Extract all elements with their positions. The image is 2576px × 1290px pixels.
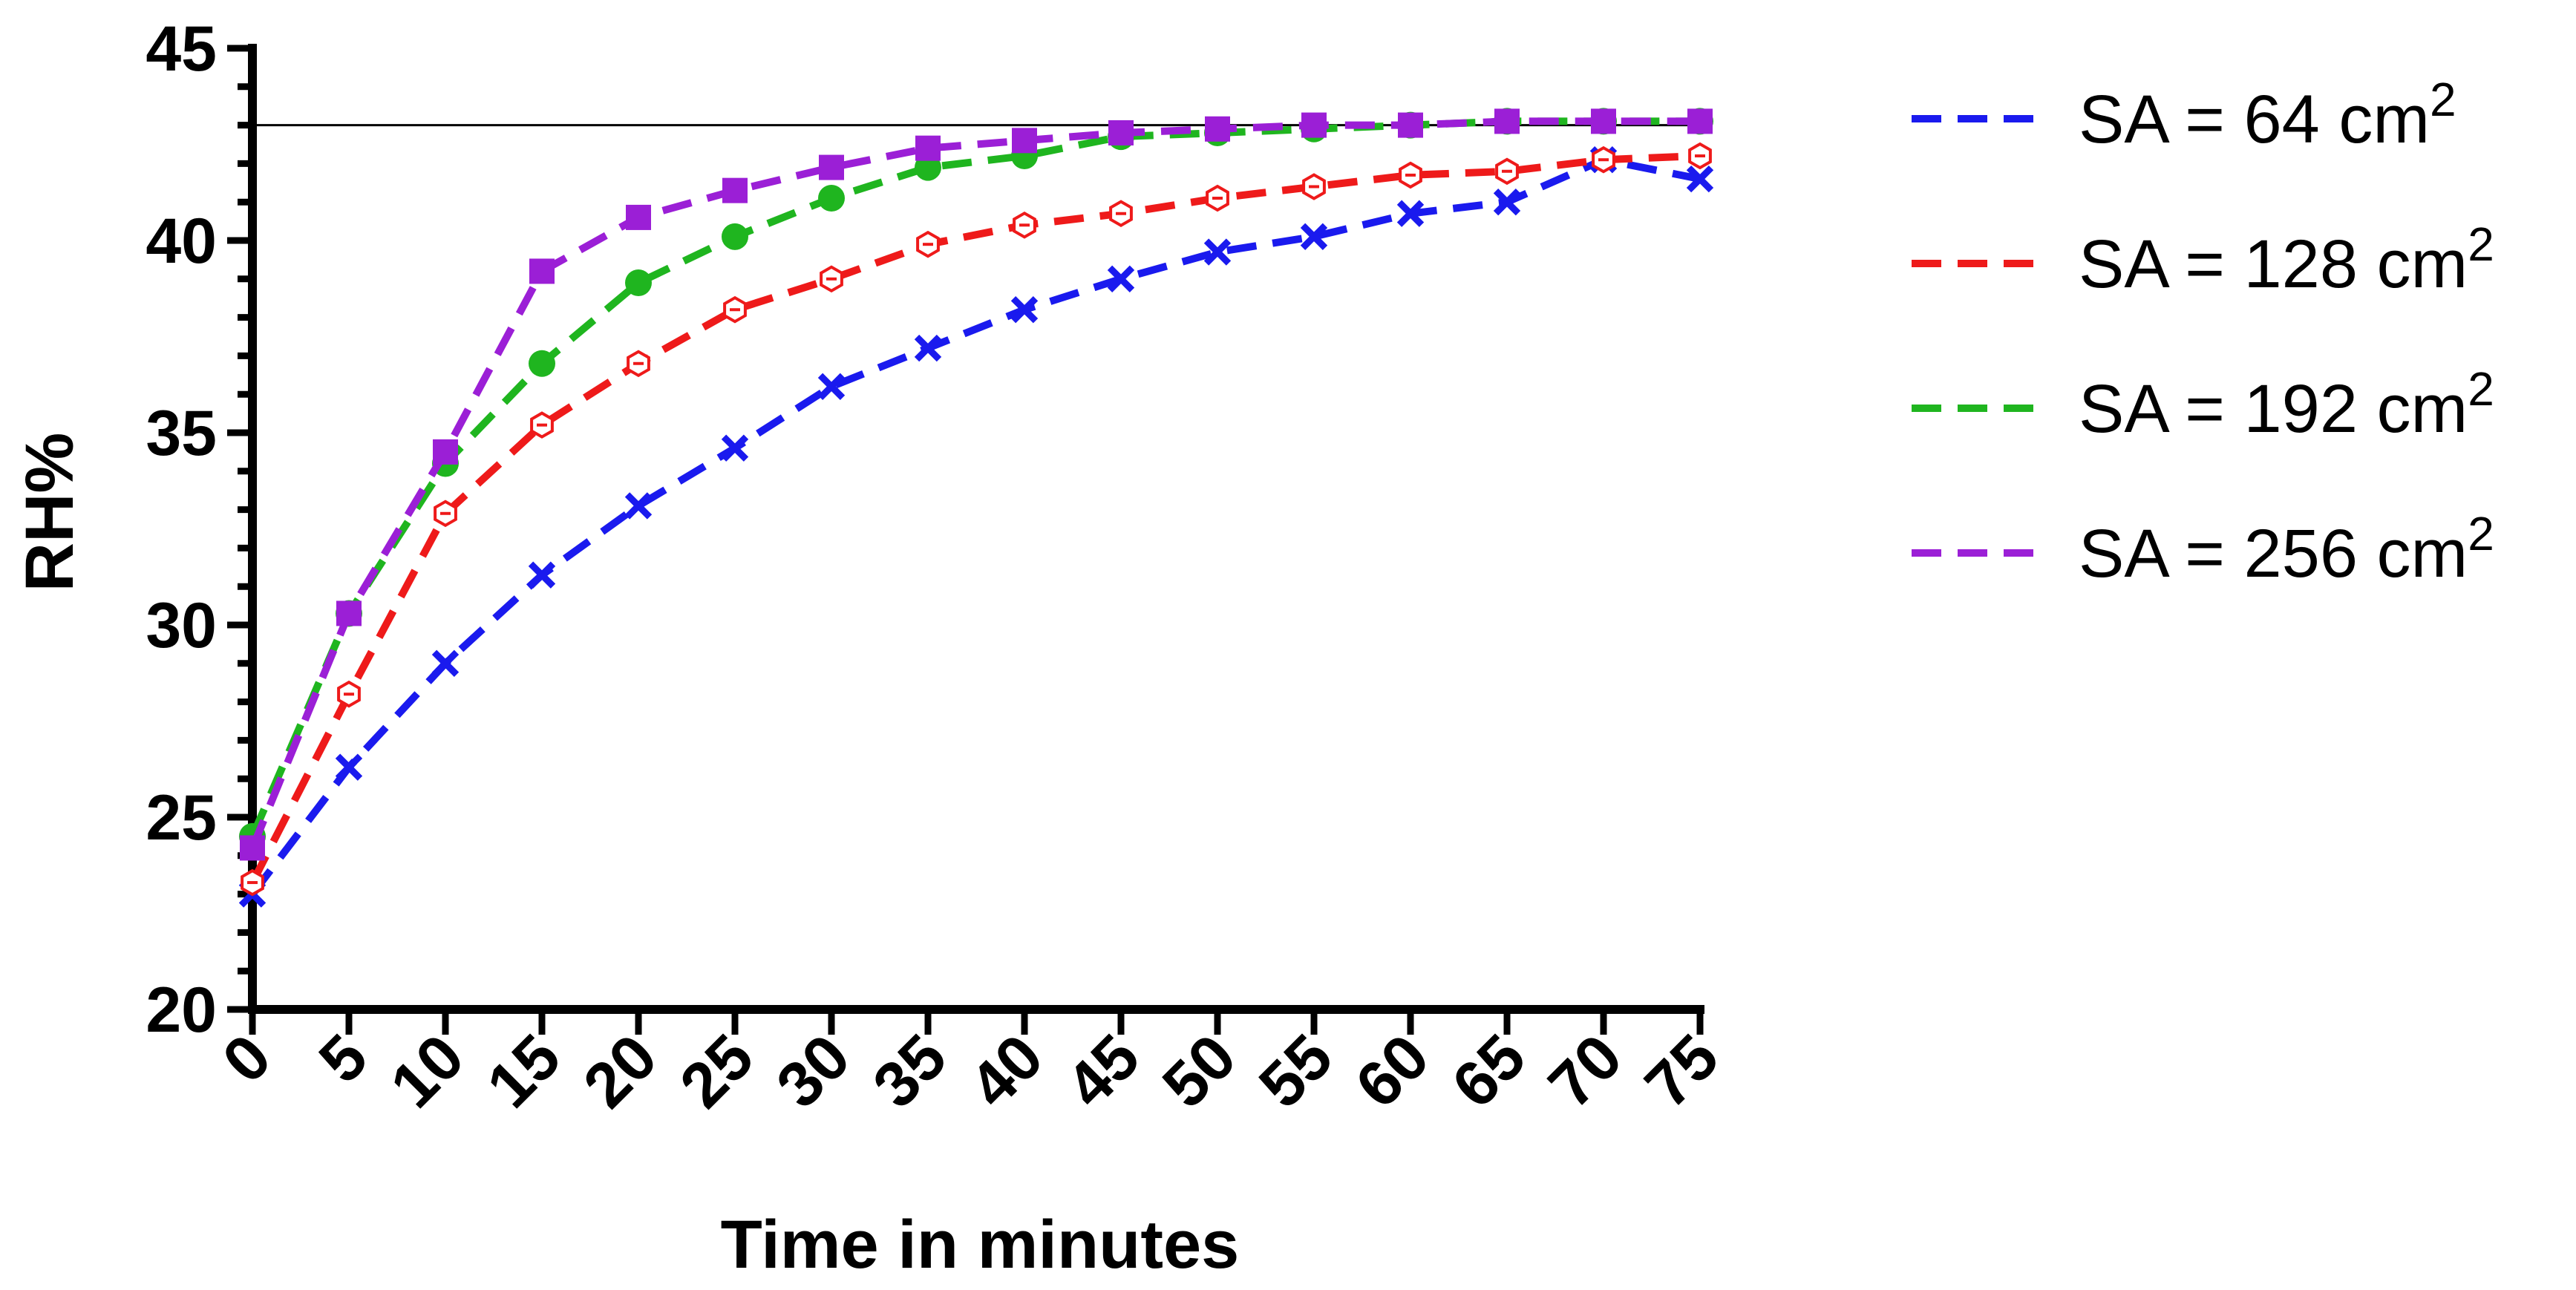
series-1 [238, 146, 1714, 908]
x-tick-label: 10 [377, 1021, 478, 1122]
series-line [249, 156, 1701, 897]
legend-label-text: SA = 192 cm [2079, 371, 2468, 447]
x-tick-label: 55 [1246, 1021, 1347, 1122]
x-tick-label: 50 [1149, 1021, 1250, 1122]
data-point [1686, 165, 1714, 193]
data-point [1203, 238, 1232, 266]
data-point [626, 204, 651, 230]
y-tick-label: 35 [146, 398, 217, 469]
data-point [1301, 112, 1327, 138]
data-point [1108, 119, 1134, 145]
y-axis-title: RH% [12, 433, 88, 592]
data-point [817, 373, 846, 401]
x-tick-label: 75 [1632, 1021, 1733, 1122]
x-tick-label: 30 [763, 1021, 864, 1122]
series-line [249, 152, 1701, 885]
data-point [624, 492, 653, 520]
data-point [1107, 265, 1135, 292]
legend-label-superscript: 2 [2468, 217, 2494, 271]
x-tick-label: 60 [1342, 1021, 1443, 1122]
data-point [1591, 108, 1616, 134]
series-line [249, 117, 1700, 850]
series-4 [240, 108, 1713, 861]
legend-label: SA = 64 cm2 [2079, 73, 2456, 157]
data-point [1205, 116, 1230, 142]
data-point [528, 561, 556, 589]
data-point [818, 185, 845, 212]
x-tick-label: 45 [1053, 1021, 1154, 1122]
data-point [722, 177, 748, 203]
legend-label: SA = 192 cm2 [2079, 362, 2494, 447]
legend-label-superscript: 2 [2468, 362, 2494, 416]
x-tick-label: 65 [1439, 1021, 1540, 1122]
data-point [1687, 108, 1713, 134]
data-point [433, 439, 458, 465]
data-point [625, 269, 652, 296]
data-point [240, 835, 265, 861]
legend-label-superscript: 2 [2468, 507, 2494, 560]
data-point [1012, 128, 1037, 154]
series-2 [241, 142, 1712, 897]
y-tick-label: 20 [146, 975, 217, 1046]
x-tick-label: 40 [956, 1021, 1057, 1122]
data-point [721, 434, 749, 462]
legend-label-text: SA = 128 cm [2079, 226, 2468, 302]
data-point [1396, 200, 1425, 227]
data-point [722, 223, 748, 250]
legend-item: SA = 128 cm2 [1912, 217, 2494, 302]
x-tick-label: 25 [667, 1021, 768, 1122]
data-point [1010, 296, 1039, 324]
data-point [1493, 189, 1521, 216]
y-tick-label: 25 [146, 782, 217, 854]
data-point [335, 753, 363, 781]
legend-item: SA = 64 cm2 [1912, 73, 2456, 157]
data-point [529, 350, 555, 377]
series-line [249, 117, 1700, 838]
x-tick-label: 35 [860, 1021, 961, 1122]
x-tick-label: 70 [1535, 1021, 1636, 1122]
x-tick-label: 0 [209, 1021, 285, 1097]
x-tick-label: 5 [306, 1021, 382, 1097]
data-point [431, 649, 460, 677]
legend-item: SA = 256 cm2 [1912, 507, 2494, 592]
data-point [914, 334, 942, 362]
y-tick-label: 45 [146, 13, 217, 85]
x-axis-title: Time in minutes [721, 1207, 1240, 1283]
legend-label: SA = 128 cm2 [2079, 217, 2494, 302]
data-point [915, 135, 941, 161]
legend-item: SA = 192 cm2 [1912, 362, 2494, 447]
y-tick-label: 30 [146, 590, 217, 661]
data-point [819, 154, 844, 180]
data-point [1494, 108, 1520, 134]
data-point [336, 600, 362, 626]
data-point [1300, 223, 1328, 251]
legend-label: SA = 256 cm2 [2079, 507, 2494, 592]
legend-label-text: SA = 256 cm [2079, 516, 2468, 592]
data-point [1398, 112, 1423, 138]
legend-label-text: SA = 64 cm [2079, 82, 2430, 157]
series-layer [238, 108, 1714, 908]
x-tick-label: 20 [570, 1021, 671, 1122]
series-3 [239, 108, 1713, 850]
data-point [529, 258, 555, 284]
x-tick-label: 15 [474, 1021, 575, 1122]
legend-label-superscript: 2 [2430, 73, 2456, 126]
y-tick-label: 40 [146, 206, 217, 277]
